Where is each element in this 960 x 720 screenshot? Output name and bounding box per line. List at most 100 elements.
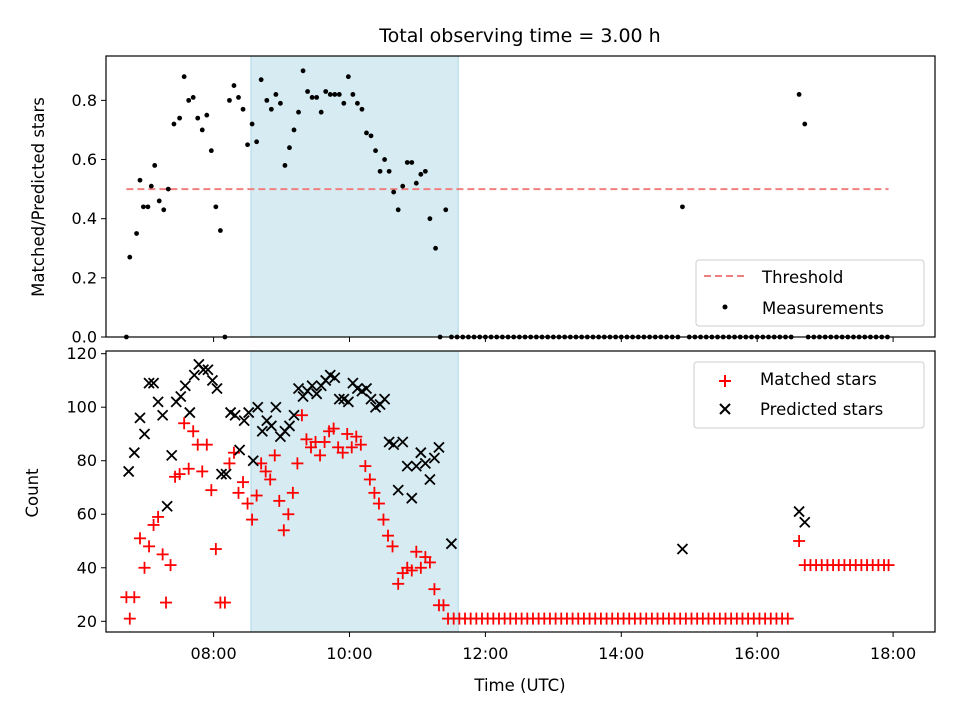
predicted-star-point: [311, 388, 323, 400]
predicted-star-point: [188, 369, 200, 381]
x-tick-label: 18:00: [870, 644, 916, 663]
predicted-star-point: [365, 393, 377, 405]
measurement-point: [427, 216, 433, 222]
bottom-y-axis-label: Count: [23, 468, 42, 518]
predicted-star-point: [342, 396, 354, 408]
measurement-point: [291, 127, 297, 133]
measurement-point: [318, 109, 324, 115]
matched-star-point: [232, 486, 245, 499]
matched-star-point: [182, 462, 195, 475]
matched-star-point: [143, 540, 156, 553]
predicted-star-point: [445, 538, 458, 550]
predicted-star-point: [428, 452, 441, 464]
measurement-point: [217, 228, 223, 233]
predicted-star-point: [166, 449, 178, 462]
measurement-point: [278, 100, 283, 106]
top-shaded-span: [250, 55, 459, 338]
predicted-star-point: [306, 380, 318, 392]
matched-star-point: [273, 494, 286, 507]
legend-predicted-label: Predicted stars: [760, 400, 883, 419]
matched-star-point: [291, 457, 304, 470]
measurement-point: [382, 157, 387, 162]
predicted-star-point: [184, 406, 196, 419]
matched-star-point: [386, 540, 399, 553]
predicted-star-point: [424, 473, 436, 486]
matched-star-point: [223, 457, 236, 470]
y-tick-label: 0.2: [72, 268, 97, 287]
measurement-point: [418, 171, 424, 177]
measurement-point: [796, 92, 802, 97]
predicted-star-point: [202, 364, 214, 376]
matched-star-point: [318, 435, 331, 448]
predicted-star-point: [161, 500, 173, 512]
measurement-point: [137, 177, 143, 183]
measurement-point: [345, 74, 351, 80]
matched-star-point: [277, 524, 290, 537]
matched-star-point: [437, 599, 450, 612]
measurement-point: [300, 68, 306, 74]
y-tick-label: 80: [77, 451, 97, 470]
matched-star-point: [205, 484, 218, 497]
matched-star-point: [428, 583, 441, 596]
legend-threshold-label: Threshold: [761, 268, 843, 287]
top-legend: Threshold Measurements: [695, 259, 925, 327]
measurement-point: [336, 92, 342, 97]
matched-star-point: [327, 422, 340, 435]
matched-star-point: [123, 612, 136, 625]
predicted-star-point: [128, 447, 140, 459]
matched-star-points: [120, 409, 895, 625]
predicted-star-point: [138, 428, 151, 440]
matched-star-point: [363, 473, 376, 486]
measurement-point: [208, 148, 214, 154]
top-y-ticks: 0.0 0.2 0.4 0.6 0.8: [72, 91, 106, 347]
legend-matched-swatch: [719, 375, 731, 387]
predicted-star-point: [388, 439, 400, 451]
matched-star-point: [138, 561, 151, 574]
chart-title: Total observing time = 3.00 h: [378, 25, 660, 47]
predicted-star-point: [270, 401, 282, 413]
measurement-point: [391, 189, 397, 195]
y-tick-label: 0.4: [72, 209, 97, 228]
measurement-point: [355, 100, 360, 106]
predicted-star-point: [288, 409, 300, 421]
measurement-point: [287, 145, 292, 151]
measurement-point: [171, 121, 177, 127]
predicted-star-point: [197, 364, 210, 376]
measurement-point: [161, 207, 167, 213]
measurement-point: [152, 163, 158, 168]
matched-star-point: [336, 446, 349, 459]
y-tick-label: 40: [77, 558, 97, 577]
top-y-axis-label: Matched/Predicted stars: [29, 97, 48, 297]
predicted-star-point: [392, 484, 404, 496]
predicted-star-point: [793, 505, 805, 518]
measurement-point: [156, 198, 162, 204]
legend-measurements-label: Measurements: [762, 299, 884, 318]
measurement-point: [404, 160, 410, 165]
y-tick-label: 120: [66, 344, 97, 363]
predicted-star-points: [123, 358, 811, 555]
matched-star-point: [241, 497, 254, 510]
measurement-point: [254, 139, 260, 145]
matched-star-point: [200, 438, 213, 451]
bottom-y-ticks: 20 40 60 80 100 120: [66, 344, 106, 631]
measurement-point: [332, 92, 338, 97]
matched-star-point: [196, 465, 209, 478]
measurement-point: [386, 168, 392, 174]
measurement-points: [123, 68, 890, 340]
predicted-star-point: [238, 414, 250, 427]
predicted-star-point: [419, 457, 432, 470]
measurement-point: [227, 97, 232, 103]
predicted-star-point: [410, 460, 422, 472]
predicted-star-point: [252, 401, 264, 413]
matched-star-point: [178, 417, 191, 430]
y-tick-label: 100: [66, 398, 97, 417]
predicted-star-point: [220, 468, 232, 480]
predicted-star-point: [234, 444, 246, 456]
predicted-star-point: [676, 543, 689, 555]
x-tick-label: 10:00: [326, 644, 372, 663]
top-axes-frame: [105, 55, 936, 338]
predicted-star-point: [292, 382, 305, 395]
x-tick-label: 12:00: [462, 644, 508, 663]
bottom-x-ticks: 08:00 10:00 12:00 14:00 16:00 18:00: [191, 632, 916, 663]
